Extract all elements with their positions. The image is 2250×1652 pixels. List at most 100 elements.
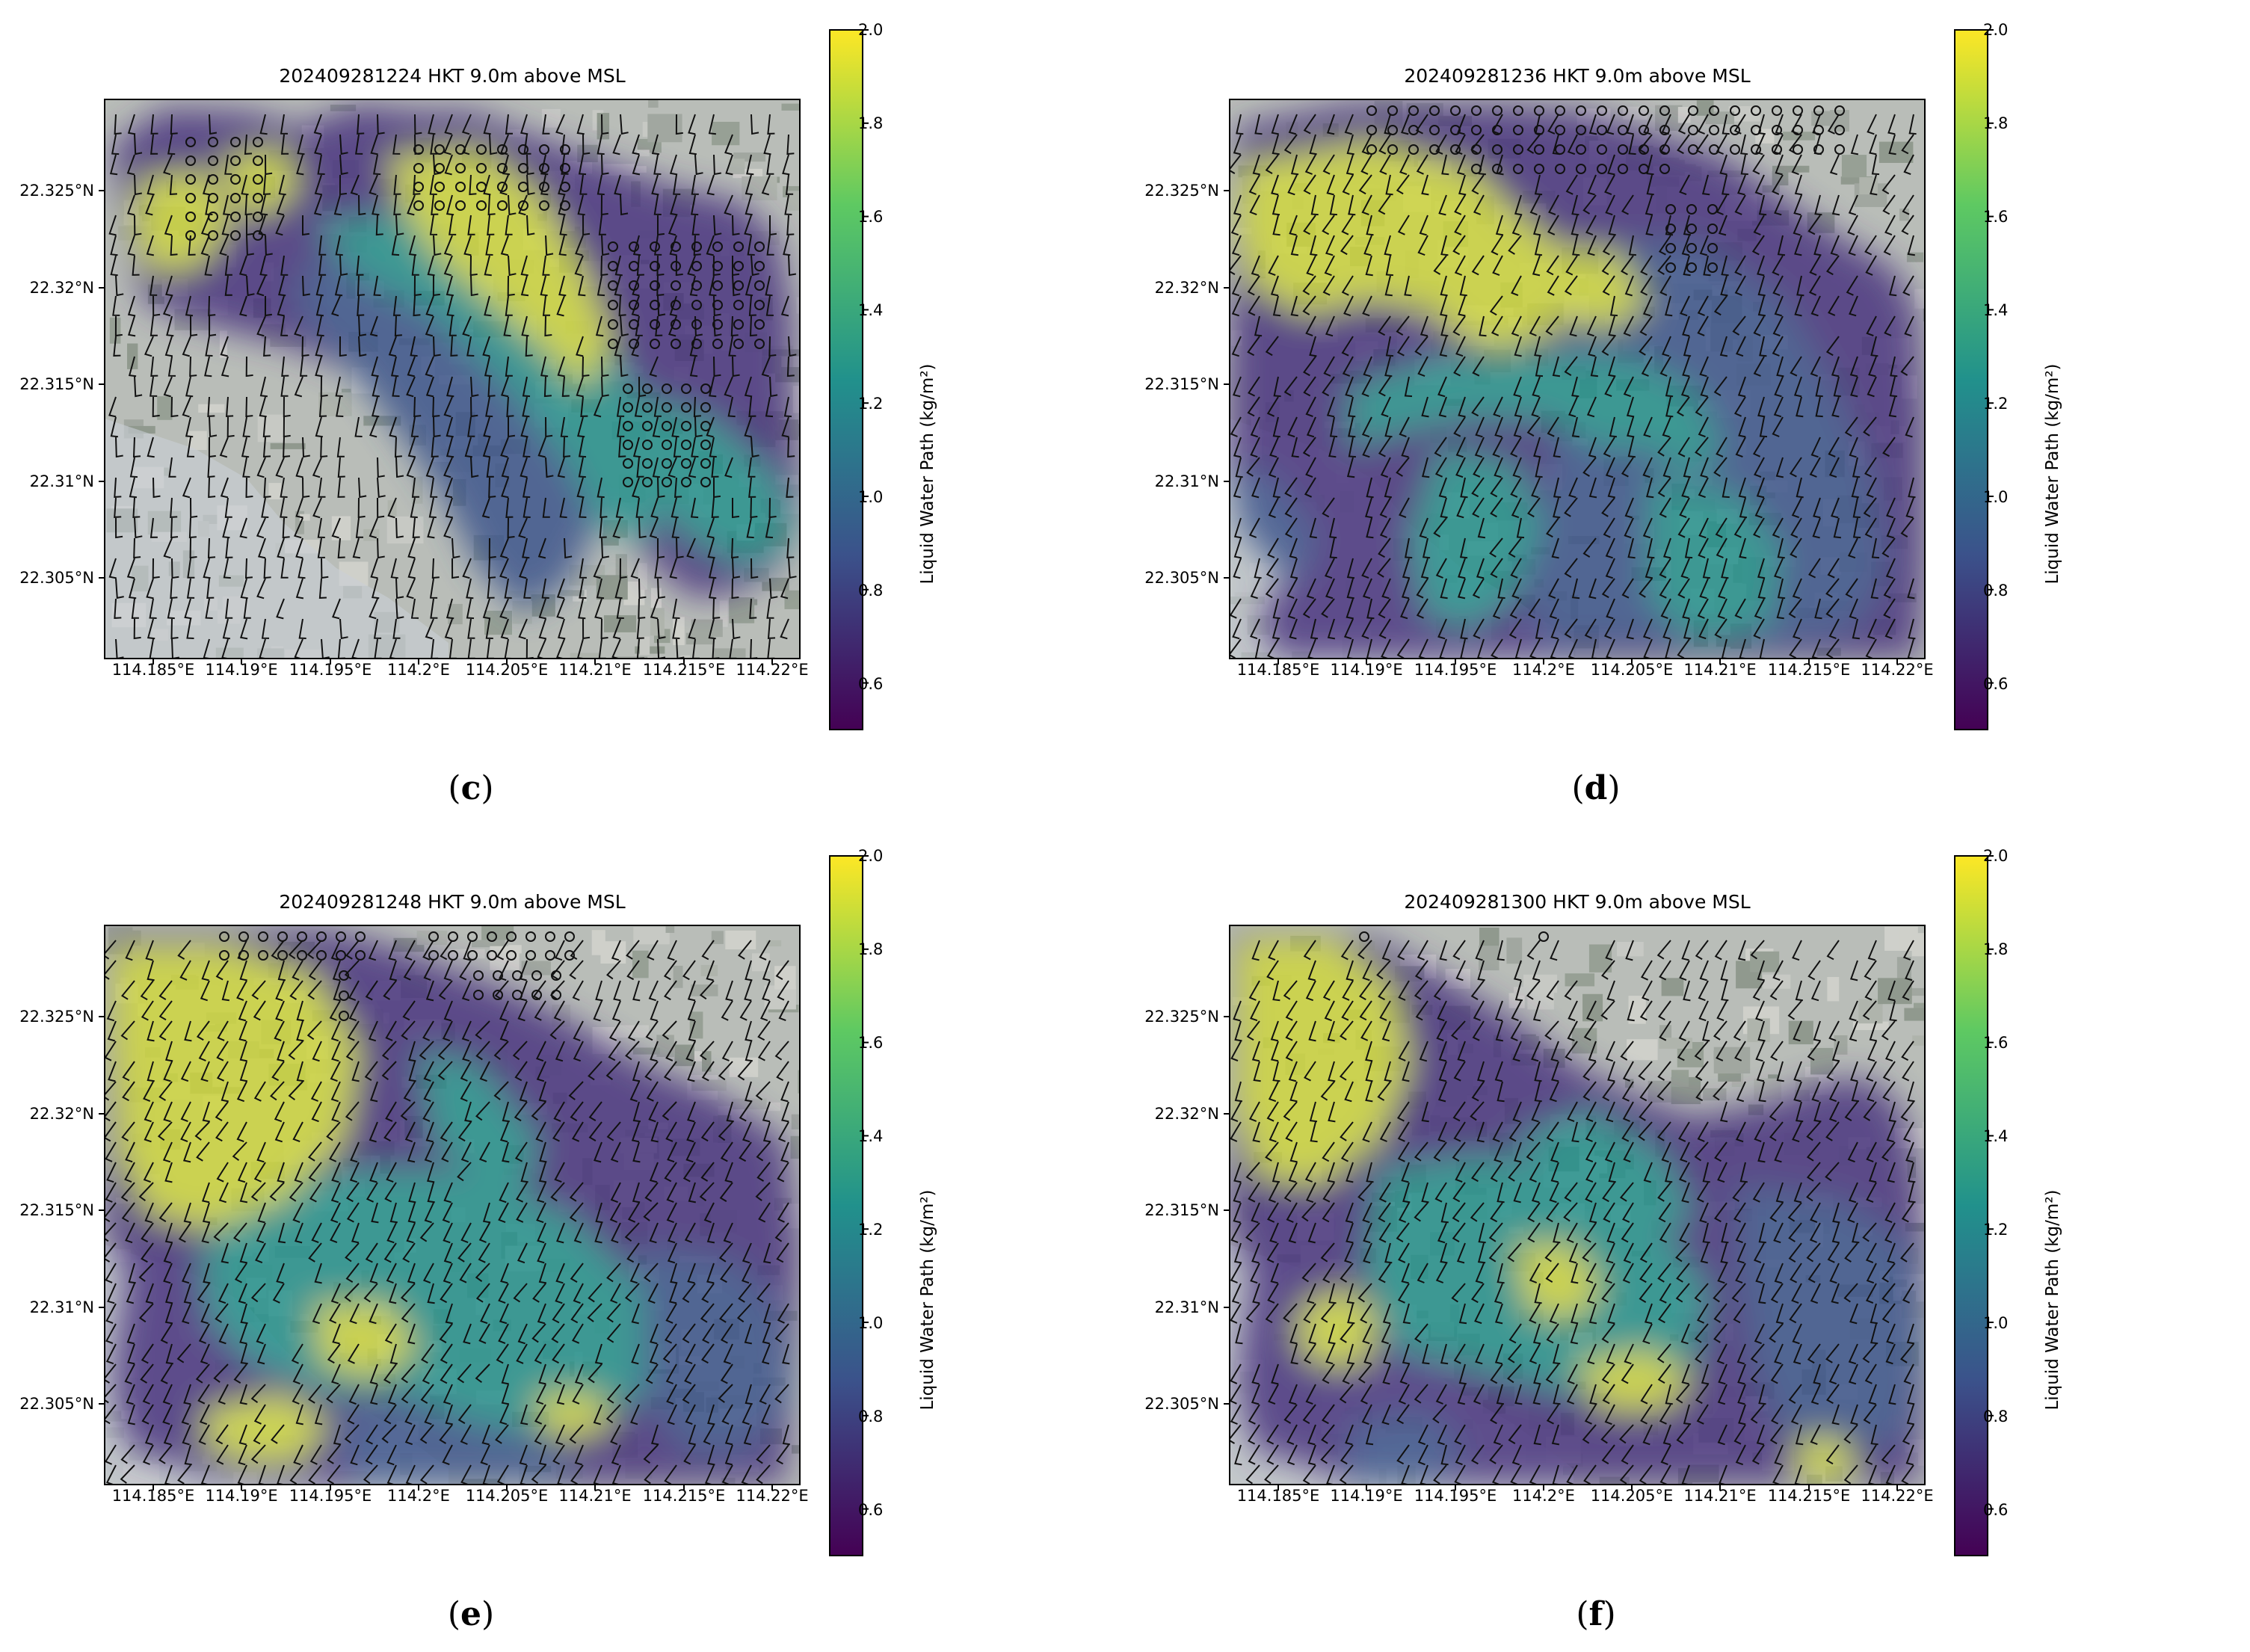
wind-barb (1399, 154, 1410, 176)
wind-barb (1884, 315, 1896, 336)
satellite-patch (1508, 993, 1525, 1008)
wind-barb (1848, 235, 1858, 256)
wind-barb (1340, 940, 1354, 961)
wind-barb (691, 437, 699, 457)
wind-barb (1882, 437, 1896, 457)
wind-barb (1437, 618, 1447, 640)
wind-barb (466, 578, 474, 600)
wind-barb (1265, 154, 1279, 174)
wind-barb (1734, 194, 1746, 215)
wind-barb (437, 1041, 453, 1061)
wind-barb (1365, 1061, 1373, 1082)
calm-circle (476, 163, 487, 173)
wind-barb (369, 174, 378, 196)
wind-barb (357, 497, 366, 519)
wind-barb (631, 1121, 640, 1143)
calm-circle (1576, 164, 1586, 174)
wind-barb (365, 1242, 378, 1263)
wind-barb (1646, 174, 1654, 196)
wind-barb (1342, 356, 1354, 377)
calm-circle (518, 144, 528, 155)
wind-barb (1791, 154, 1802, 176)
wind-barb (691, 215, 700, 235)
wind-barb (709, 376, 717, 398)
calm-circle (650, 261, 660, 271)
calm-circle (1576, 144, 1586, 155)
wind-barb (1792, 940, 1802, 961)
wind-barb (666, 1202, 677, 1224)
wind-barb (1510, 1020, 1522, 1041)
wind-barb (1713, 1283, 1727, 1303)
calm-circle (1534, 164, 1544, 174)
wind-barb (1865, 255, 1877, 276)
wind-barb (1253, 1061, 1261, 1082)
wind-barb (292, 960, 303, 981)
wind-barb (1678, 1121, 1690, 1142)
wind-barb (478, 1222, 490, 1243)
wind-barb (1870, 174, 1878, 196)
map-frame (104, 99, 801, 659)
wind-barb (1755, 1263, 1765, 1284)
satellite-patch (781, 103, 800, 111)
wind-barb (636, 457, 644, 478)
calm-circle (467, 950, 478, 961)
panel-e: 202409281248 HKT 9.0m above MSL 22.325°N… (0, 826, 1125, 1652)
wind-barb (1453, 1343, 1466, 1364)
wind-barb (1864, 517, 1877, 538)
wind-barb (115, 517, 123, 539)
calm-circle (662, 402, 672, 413)
wind-barb (516, 1343, 528, 1364)
wind-barb (1476, 558, 1485, 579)
calm-circle (1665, 243, 1676, 253)
wind-barb (125, 1222, 135, 1244)
wind-barb (685, 1141, 696, 1163)
colorbar-tick-label: 1.8 (1983, 114, 2009, 132)
wind-barb (128, 315, 136, 337)
wind-barb (170, 497, 178, 518)
lat-tick-label: 22.31°N (29, 472, 94, 490)
wind-barb (1737, 1363, 1746, 1385)
wind-barb (1759, 336, 1767, 357)
wind-barb (598, 215, 606, 235)
colorbar (1954, 29, 1988, 730)
calm-circle (219, 950, 229, 961)
wind-barb (718, 1121, 733, 1141)
wind-barb (1251, 1242, 1260, 1264)
wind-barb (110, 416, 118, 438)
wind-barb (1639, 1263, 1653, 1283)
wind-barb (1435, 1384, 1447, 1405)
wind-barb (114, 598, 122, 619)
wind-barb (275, 1000, 285, 1022)
wind-barb (673, 437, 682, 457)
wind-barb (1401, 114, 1410, 135)
wind-barb (1849, 598, 1858, 620)
wind-barb (1248, 1424, 1260, 1445)
wind-barb (278, 275, 286, 297)
wind-barb (1526, 940, 1541, 960)
wind-barb (141, 1404, 154, 1425)
wind-barb (1329, 416, 1338, 438)
wind-barb (297, 134, 305, 155)
calm-circle (185, 137, 196, 147)
wind-barb (292, 1363, 303, 1385)
wind-barb (357, 114, 365, 135)
wind-barb (1564, 275, 1578, 296)
wind-barb (294, 1162, 303, 1183)
wind-barb (1713, 376, 1727, 396)
wind-barb (1306, 416, 1316, 438)
calm-circle (1751, 105, 1761, 116)
wind-barb (1508, 1121, 1522, 1142)
wind-barb (318, 578, 327, 599)
wind-barb (152, 558, 160, 579)
wind-barb (1769, 980, 1784, 1000)
wind-barb (1683, 336, 1692, 357)
wind-barb (392, 295, 401, 316)
map-canvas (99, 29, 869, 730)
wind-barb (1437, 1081, 1447, 1103)
wind-barb (782, 1343, 790, 1365)
wind-barb (1810, 1283, 1821, 1304)
calm-circle (1534, 105, 1544, 116)
wind-barb (569, 960, 584, 980)
wind-barb (1639, 578, 1653, 598)
wind-barb (653, 194, 662, 215)
